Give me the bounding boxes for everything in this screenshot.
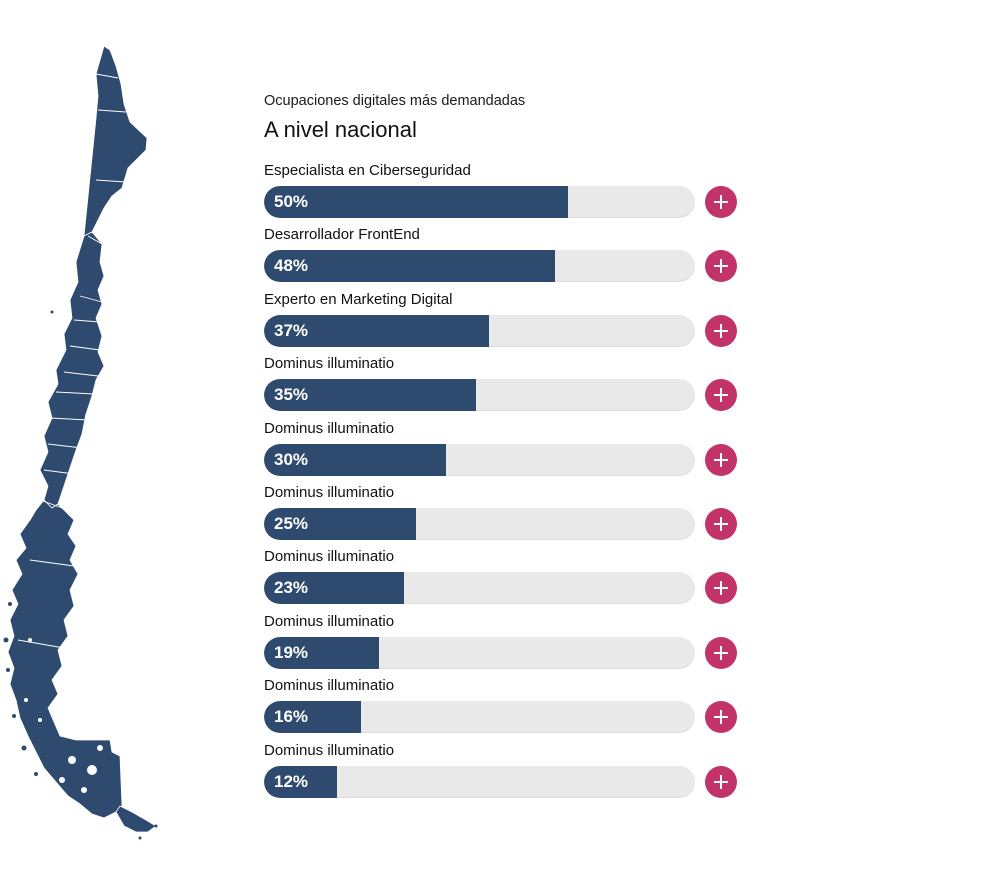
bar-category-label: Dominus illuminatio xyxy=(264,548,395,566)
bar-category-label: Especialista en Ciberseguridad xyxy=(264,162,471,179)
bar-track: 48% xyxy=(264,250,695,283)
plus-icon[interactable] xyxy=(705,508,737,540)
bar-fill xyxy=(264,572,404,605)
bar-fill xyxy=(264,379,476,412)
chart-subtitle: Ocupaciones digitales más demandadas xyxy=(264,93,526,109)
bar-track: 16% xyxy=(264,701,695,734)
bar-value-label: 30% xyxy=(274,449,309,469)
bar-category-label: Desarrollador FrontEnd xyxy=(264,226,420,244)
bar-fill xyxy=(264,314,489,347)
bar-fill xyxy=(264,250,555,283)
plus-icon[interactable] xyxy=(705,314,737,347)
bar-fill xyxy=(264,701,361,734)
bar-category-label: Dominus illuminatio xyxy=(264,741,395,759)
bar-fill xyxy=(264,186,568,218)
map-region-center xyxy=(39,231,105,509)
plus-icon[interactable] xyxy=(705,701,737,734)
chart-title: A nivel nacional xyxy=(264,117,417,142)
chile-map-icon xyxy=(3,45,158,840)
bar-row: Experto en Marketing Digital 37% xyxy=(264,291,744,355)
bar-fill xyxy=(264,636,379,669)
bar-value-label: 50% xyxy=(274,192,309,211)
bar-value-label: 12% xyxy=(274,771,309,791)
chart-panel: Ocupaciones digitales más demandadas A n… xyxy=(264,92,744,798)
bar-row: Desarrollador FrontEnd 48% xyxy=(264,226,744,290)
bar-value-label: 16% xyxy=(274,707,309,727)
bar-category-label: Dominus illuminatio xyxy=(264,484,395,501)
bar-track: 23% xyxy=(264,572,695,605)
bar-category-label: Dominus illuminatio xyxy=(264,677,395,695)
map-region-south xyxy=(7,499,123,819)
bar-value-label: 35% xyxy=(274,385,309,405)
bar-value-label: 48% xyxy=(274,256,309,276)
bar-row: Dominus illuminatio 19% xyxy=(264,613,744,677)
map-region-north xyxy=(83,45,148,237)
bar-track: 19% xyxy=(264,636,695,669)
bar-row: Dominus illuminatio 23% xyxy=(264,548,744,612)
plus-icon[interactable] xyxy=(705,572,737,605)
plus-icon[interactable] xyxy=(705,186,737,218)
plus-icon[interactable] xyxy=(705,765,737,798)
bar-fill xyxy=(264,765,337,798)
bar-category-label: Dominus illuminatio xyxy=(264,355,395,373)
plus-icon[interactable] xyxy=(705,443,737,476)
bar-row: Especialista en Ciberseguridad 50% xyxy=(264,162,744,226)
bar-track: 25% xyxy=(264,508,695,540)
plus-icon[interactable] xyxy=(705,250,737,283)
bar-value-label: 19% xyxy=(274,642,309,662)
bar-row: Dominus illuminatio 25% xyxy=(264,484,744,548)
bar-row: Dominus illuminatio 12% xyxy=(264,742,744,806)
bar-fill xyxy=(264,443,446,476)
map-region-tip xyxy=(115,805,157,833)
bar-track: 12% xyxy=(264,765,695,798)
bar-category-label: Dominus illuminatio xyxy=(264,419,395,437)
bar-track: 37% xyxy=(264,314,695,347)
bar-value-label: 23% xyxy=(274,578,309,598)
bar-row: Dominus illuminatio 16% xyxy=(264,677,744,741)
bar-row: Dominus illuminatio 30% xyxy=(264,420,744,484)
bar-category-label: Experto en Marketing Digital xyxy=(264,290,453,308)
bar-value-label: 37% xyxy=(274,320,309,340)
plus-icon[interactable] xyxy=(705,636,737,669)
bar-value-label: 25% xyxy=(274,514,309,533)
bar-row: Dominus illuminatio 35% xyxy=(264,355,744,419)
plus-icon[interactable] xyxy=(705,379,737,412)
bar-track: 30% xyxy=(264,443,695,476)
bar-category-label: Dominus illuminatio xyxy=(264,612,395,630)
bar-fill xyxy=(264,508,416,540)
bar-track: 35% xyxy=(264,379,695,412)
bar-track: 50% xyxy=(264,186,695,218)
